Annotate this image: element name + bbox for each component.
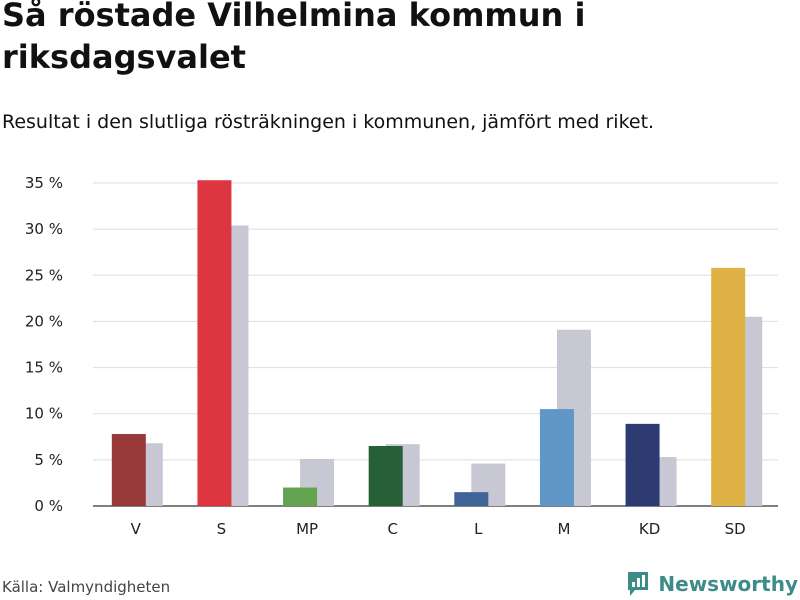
- y-axis: 0 % 5 % 10 % 15 % 20 % 25 % 30 % 35 %: [25, 174, 63, 515]
- y-tick-label-0: 0 %: [34, 497, 63, 515]
- chart-subtitle: Resultat i den slutliga rösträkningen i …: [2, 111, 655, 133]
- source-note: Källa: Valmyndigheten: [2, 578, 171, 596]
- x-tick-label-kd: KD: [639, 520, 660, 538]
- y-tick-label-15: 15 %: [25, 359, 63, 377]
- chart-title: Så röstade Vilhelmina kommun i riksdagsv…: [2, 0, 586, 76]
- x-tick-label-s: S: [217, 520, 227, 538]
- y-tick-label-25: 25 %: [25, 266, 63, 284]
- brand-logo: Newsworthy: [626, 568, 798, 600]
- bar-chart: 0 % 5 % 10 % 15 % 20 % 25 % 30 % 35 % V S MP C L M KD…: [25, 174, 778, 538]
- x-tick-label-m: M: [557, 520, 570, 538]
- bar-kommun-sd: [711, 267, 746, 506]
- bar-kommun-l: [454, 492, 489, 506]
- bar-kommun-m: [539, 409, 574, 506]
- bar-kommun-v: [111, 434, 146, 506]
- newsworthy-logo-icon: [628, 572, 649, 596]
- brand-name: Newsworthy: [658, 572, 798, 596]
- x-axis: V S MP C L M KD SD: [131, 520, 746, 538]
- y-tick-label-5: 5 %: [34, 451, 63, 469]
- x-tick-label-mp: MP: [296, 520, 318, 538]
- x-tick-label-sd: SD: [725, 520, 746, 538]
- y-tick-label-20: 20 %: [25, 312, 63, 330]
- bar-kommun-c: [368, 446, 403, 506]
- bar-kommun-mp: [283, 487, 318, 506]
- bars: [111, 180, 763, 507]
- x-tick-label-c: C: [387, 520, 397, 538]
- y-tick-label-10: 10 %: [25, 405, 63, 423]
- y-tick-label-35: 35 %: [25, 174, 63, 192]
- bar-kommun-kd: [625, 423, 660, 506]
- x-tick-label-l: L: [474, 520, 483, 538]
- y-tick-label-30: 30 %: [25, 220, 63, 238]
- bar-kommun-s: [197, 180, 232, 506]
- x-tick-label-v: V: [131, 520, 142, 538]
